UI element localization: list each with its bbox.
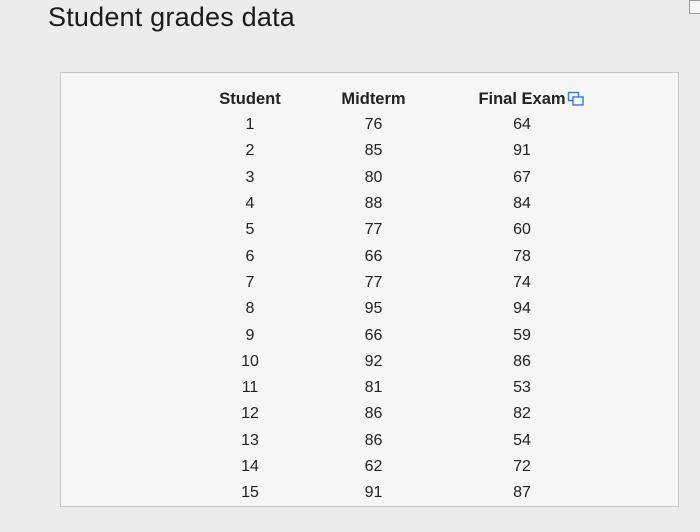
column-header-final-exam: Final Exam xyxy=(478,89,566,108)
final-exam-cell: 94 xyxy=(513,300,531,318)
midterm-cell: 91 xyxy=(364,484,383,502)
student-cell: 1 xyxy=(245,116,255,134)
final-exam-cell: 74 xyxy=(513,273,531,291)
table-row: 4 88 84 xyxy=(211,191,586,217)
table-row: 15 91 87 xyxy=(211,480,586,506)
student-cell: 4 xyxy=(245,195,255,213)
midterm-cell: 77 xyxy=(364,273,383,291)
page-title: Student grades data xyxy=(48,2,295,32)
student-cell: 2 xyxy=(245,142,255,160)
final-exam-cell: 87 xyxy=(513,484,531,502)
midterm-cell: 88 xyxy=(364,195,383,213)
midterm-cell: 76 xyxy=(364,116,383,134)
student-cell: 6 xyxy=(245,247,255,265)
table-row: 1 76 64 xyxy=(211,112,586,138)
student-cell: 5 xyxy=(245,221,255,239)
table-row: 6 66 78 xyxy=(211,243,586,269)
table-row: 5 77 60 xyxy=(211,217,586,243)
student-cell: 15 xyxy=(241,484,259,502)
table-row: 10 92 86 xyxy=(211,349,586,375)
midterm-cell: 86 xyxy=(364,405,383,423)
final-exam-cell: 78 xyxy=(513,247,531,265)
column-header-midterm: Midterm xyxy=(341,89,406,108)
student-cell: 10 xyxy=(241,352,259,370)
midterm-cell: 66 xyxy=(364,326,383,344)
student-cell: 7 xyxy=(245,273,255,291)
column-header-student: Student xyxy=(219,89,281,108)
final-exam-cell: 72 xyxy=(513,458,531,475)
midterm-cell: 62 xyxy=(364,458,383,475)
midterm-cell: 95 xyxy=(364,300,383,318)
midterm-cell: 66 xyxy=(364,247,383,265)
midterm-cell: 81 xyxy=(364,379,383,397)
final-exam-cell: 64 xyxy=(513,116,531,134)
corner-mark xyxy=(689,0,700,14)
final-exam-cell: 67 xyxy=(513,168,531,186)
student-cell: 9 xyxy=(245,326,255,344)
midterm-cell: 86 xyxy=(364,431,383,449)
final-exam-cell: 53 xyxy=(513,379,531,397)
table-row: 12 86 82 xyxy=(211,401,586,427)
table-row: 8 95 94 xyxy=(211,296,586,322)
table-row: 3 80 67 xyxy=(211,165,586,191)
student-cell: 13 xyxy=(241,431,259,449)
midterm-cell: 80 xyxy=(364,168,383,186)
final-exam-cell: 54 xyxy=(513,431,531,449)
student-cell: 8 xyxy=(245,300,255,318)
table-row: 7 77 74 xyxy=(211,270,586,296)
table-row: 14 62 72 xyxy=(211,454,586,480)
table-row: 9 66 59 xyxy=(211,322,586,348)
table-row: 2 85 91 xyxy=(211,138,586,164)
final-exam-cell: 86 xyxy=(513,352,531,370)
final-exam-cell: 84 xyxy=(513,195,531,213)
final-exam-cell: 59 xyxy=(513,326,531,344)
student-cell: 3 xyxy=(245,168,255,186)
final-exam-cell: 82 xyxy=(513,405,531,423)
midterm-cell: 77 xyxy=(364,221,383,239)
grades-table: Student Midterm Final Exam 1 76 64 2 85 91 3 80… xyxy=(211,86,586,506)
header-row: Student Midterm Final Exam xyxy=(211,86,586,112)
table-row: 13 86 54 xyxy=(211,428,586,454)
table-row: 11 81 53 xyxy=(211,375,586,401)
midterm-cell: 85 xyxy=(364,142,383,160)
final-exam-cell: 91 xyxy=(513,142,531,160)
student-cell: 14 xyxy=(241,458,259,475)
copy-data-icon[interactable] xyxy=(567,91,585,107)
student-cell: 11 xyxy=(241,379,259,397)
midterm-cell: 92 xyxy=(364,352,383,370)
data-panel: Student Midterm Final Exam 1 76 64 2 85 91 3 80… xyxy=(60,72,679,507)
final-exam-cell: 60 xyxy=(513,221,531,239)
student-cell: 12 xyxy=(241,405,259,423)
